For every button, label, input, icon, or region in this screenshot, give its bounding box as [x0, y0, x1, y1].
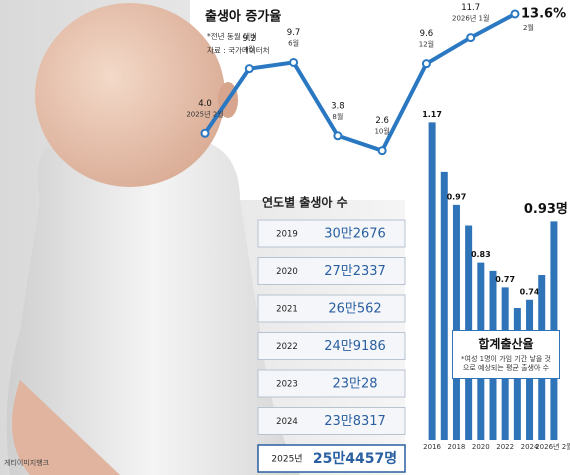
point [289, 57, 299, 67]
value-label: 13.6% [521, 6, 566, 21]
value-label: 1.17 [422, 110, 442, 119]
x-label: 2026년 1월 [452, 14, 489, 23]
x-tick-label: 2020 [472, 443, 490, 451]
table-year: 2021 [276, 305, 298, 315]
table-row [257, 294, 406, 323]
value-label: 4.0 [198, 99, 212, 109]
bar [428, 122, 436, 440]
table-value: 26만562 [328, 302, 381, 317]
value-label: 2.6 [375, 116, 389, 126]
point [377, 146, 387, 156]
x-tick-label: 2022 [496, 443, 514, 451]
value-label: 0.83 [471, 250, 491, 259]
x-tick-label: 2026년 2월 [535, 442, 570, 451]
x-label: 4월 [244, 45, 255, 54]
value-label: 9.6 [420, 29, 434, 39]
baby-head [35, 3, 225, 187]
x-label: 6월 [288, 38, 299, 47]
value-label: 0.93명 [524, 201, 568, 217]
table-value: 24만9186 [324, 339, 386, 354]
table-year: 2024 [276, 417, 298, 427]
baby-leg [12, 380, 120, 475]
value-label: 9.7 [287, 28, 301, 38]
table-year: 2022 [276, 342, 298, 352]
point [244, 64, 254, 74]
x-label: 12월 [419, 40, 434, 49]
point [510, 9, 520, 19]
table-year: 2019 [276, 230, 298, 240]
point [421, 59, 431, 69]
bar [452, 204, 460, 440]
x-label: 2025년 2월 [186, 109, 223, 118]
chart-title: 출생아 증가율 [205, 9, 281, 25]
table-value: 27만2337 [324, 264, 386, 279]
table-value: 23만28 [332, 377, 377, 392]
bar [440, 171, 448, 440]
table-row [257, 369, 406, 398]
line [203, 12, 516, 154]
table-row [257, 257, 406, 285]
x-label: 2월 [523, 23, 534, 32]
chart-source: 자료 : 국가데이터처 [207, 45, 270, 55]
value-label: 0.77 [495, 275, 515, 284]
baby-shirt [6, 140, 301, 475]
value-label: 9.2 [243, 34, 257, 44]
value-label: 3.8 [331, 101, 345, 111]
value-label: 0.97 [447, 192, 467, 201]
panel [190, 0, 570, 200]
point [466, 33, 476, 43]
table-value: 30만2676 [324, 227, 386, 242]
table-year: 2023 [276, 380, 298, 390]
point [333, 131, 343, 141]
table-row [257, 407, 406, 435]
table-value: 25만4457명 [313, 450, 397, 467]
x-label: 10월 [374, 127, 389, 136]
x-tick-label: 2018 [448, 443, 466, 451]
photo-credit: 게티이미지뱅크 [4, 458, 50, 467]
bar-legend: 합계출산율 *여성 1명이 가임 기간 낳을 것으로 예상되는 평균 출생아 수 [452, 330, 560, 379]
x-tick-label: 2016 [423, 443, 441, 451]
point [200, 128, 210, 138]
table-title: 연도별 출생아 수 [262, 195, 348, 210]
x-tick-label: 2024 [521, 443, 539, 451]
value-label: 11.7 [461, 3, 480, 13]
chart-subtitle: *전년 동월 대비 [207, 31, 257, 41]
table-year: 2020 [276, 267, 298, 277]
table-row [257, 444, 406, 473]
table-row [257, 219, 406, 248]
table-value: 23만8317 [324, 414, 386, 429]
bar-title: 합계출산율 [478, 337, 534, 351]
value-label: 0.74 [520, 287, 540, 296]
table-row [257, 332, 406, 360]
x-label: 8월 [332, 112, 343, 121]
bar-subtitle: *여성 1명이 가임 기간 낳을 것으로 예상되는 평균 출생아 수 [461, 355, 551, 373]
table-year: 2025년 [271, 454, 302, 465]
